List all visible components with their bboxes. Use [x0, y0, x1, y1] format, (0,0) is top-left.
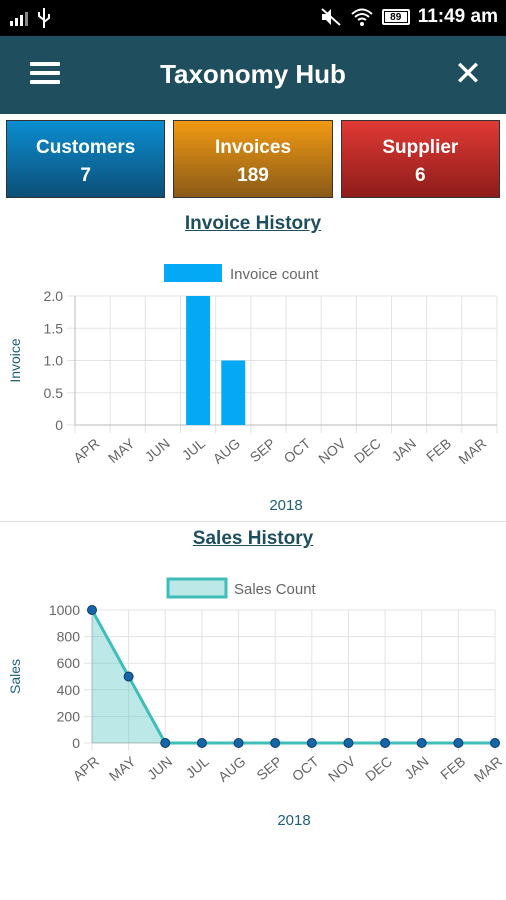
clock: 11:49 am: [417, 6, 498, 27]
data-point: [380, 738, 391, 748]
x-tick-label: JUN: [144, 753, 175, 783]
legend-swatch: [166, 577, 228, 599]
x-tick-label: MAY: [106, 753, 139, 785]
data-point: [453, 738, 464, 748]
mute-icon: [321, 8, 341, 26]
y-tick-label: 600: [57, 655, 81, 671]
card-count: 189: [237, 165, 269, 186]
y-tick-label: 0.5: [44, 385, 64, 401]
y-axis-label: Invoice: [7, 338, 23, 383]
card-label: Supplier: [382, 137, 459, 158]
x-tick-label: JAN: [388, 435, 419, 464]
app-bar: Taxonomy Hub ✕: [0, 36, 506, 114]
x-tick-label: OCT: [289, 753, 322, 785]
series-line: [90, 609, 495, 745]
summary-cards: Customers 7 Invoices 189 Supplier 6: [6, 120, 500, 198]
card-count: 7: [80, 165, 91, 186]
x-tick-label: JUL: [179, 435, 209, 463]
bar: [221, 360, 246, 425]
x-axis-label: 2018: [277, 812, 310, 829]
x-tick-label: DEC: [351, 435, 384, 466]
supplier-card[interactable]: Supplier 6: [340, 120, 500, 198]
y-tick-label: 1.5: [44, 320, 64, 336]
x-tick-label: NOV: [315, 435, 349, 467]
battery-icon: 89: [381, 9, 410, 25]
data-point: [160, 738, 171, 748]
x-tick-label: DEC: [362, 753, 395, 784]
card-label: Customers: [36, 137, 136, 158]
close-icon[interactable]: ✕: [453, 55, 483, 93]
legend-label: Invoice count: [230, 266, 319, 283]
data-point: [196, 738, 207, 748]
data-point: [270, 738, 281, 748]
x-tick-label: OCT: [281, 435, 314, 467]
x-tick-label: MAR: [471, 753, 505, 785]
data-point: [233, 738, 244, 748]
data-point: [306, 738, 317, 748]
y-tick-label: 1.0: [44, 353, 64, 369]
legend-label: Sales Count: [234, 581, 317, 598]
sales-history-title[interactable]: Sales History: [192, 528, 314, 549]
wifi-icon: [351, 8, 373, 26]
data-point: [123, 671, 134, 682]
data-point: [87, 605, 97, 615]
x-tick-label: FEB: [423, 435, 454, 465]
x-tick-label: APR: [70, 753, 102, 784]
bar: [186, 296, 211, 425]
status-bar: 89 11:49 am: [0, 0, 506, 36]
menu-icon[interactable]: [30, 62, 60, 86]
x-tick-label: JUL: [182, 753, 212, 781]
x-tick-label: NOV: [325, 753, 359, 785]
data-point: [416, 738, 427, 748]
y-tick-label: 2.0: [44, 288, 64, 304]
x-tick-label: AUG: [210, 435, 244, 467]
x-tick-label: JUN: [142, 435, 173, 465]
x-tick-label: SEP: [253, 753, 285, 783]
x-tick-label: MAR: [455, 435, 489, 467]
invoice-history-chart: Invoice count 2.0 1.5 1.0 0.5 0 APR MAY JUN JUL AU…: [7, 264, 498, 514]
x-tick-label: FEB: [437, 753, 468, 783]
sales-history-chart: Sales Count 1000 800 600 400 200 0 APR MAY JUN JUL…: [7, 577, 505, 829]
y-tick-label: 400: [57, 682, 81, 698]
x-axis-label: 2018: [269, 497, 302, 514]
series-area: [92, 610, 495, 743]
customers-card[interactable]: Customers 7: [6, 120, 166, 198]
y-tick-label: 1000: [49, 602, 80, 618]
x-tick-label: MAY: [105, 435, 138, 467]
section-divider: [0, 521, 506, 522]
invoices-card[interactable]: Invoices 189: [173, 120, 333, 198]
y-tick-label: 0: [55, 417, 63, 433]
y-tick-label: 200: [57, 708, 81, 724]
x-tick-label: APR: [70, 435, 102, 466]
legend-swatch: [164, 264, 222, 282]
invoice-history-title[interactable]: Invoice History: [184, 213, 322, 234]
card-count: 6: [415, 165, 426, 186]
data-point: [343, 738, 354, 748]
data-point: [490, 738, 500, 748]
x-tick-label: JAN: [401, 753, 432, 782]
signal-icon: [10, 12, 28, 26]
card-label: Invoices: [214, 137, 292, 158]
y-axis-label: Sales: [7, 659, 23, 694]
x-tick-label: SEP: [247, 435, 279, 465]
usb-icon: [38, 8, 50, 28]
x-tick-label: AUG: [215, 753, 249, 785]
page-title: Taxonomy Hub: [160, 59, 346, 89]
y-tick-label: 800: [57, 629, 81, 645]
y-tick-label: 0: [72, 735, 80, 751]
